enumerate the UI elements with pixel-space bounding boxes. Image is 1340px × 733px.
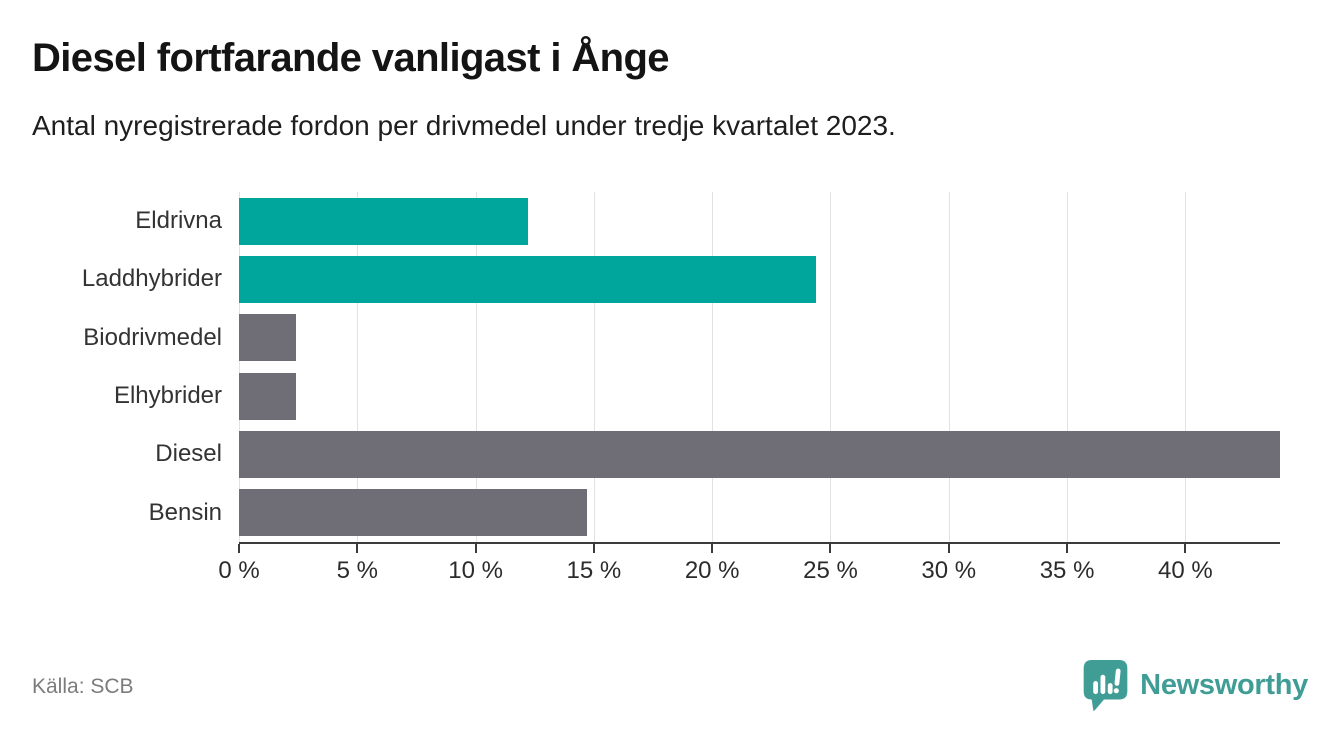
gridline <box>1067 192 1069 542</box>
axis-tick <box>474 544 477 553</box>
category-label-elhybrider: Elhybrider <box>113 382 222 410</box>
gridline <box>1185 192 1187 542</box>
bar-biodrivmedel <box>239 314 296 362</box>
axis-tick <box>356 544 359 553</box>
gridline <box>357 192 359 542</box>
bar-row-laddhybrider <box>239 250 1280 308</box>
bar-bensin <box>239 489 587 537</box>
gridline <box>593 192 595 542</box>
axis-tick-label: 20 % <box>684 557 740 584</box>
axis-tick <box>1184 544 1187 553</box>
plot-area <box>239 192 1280 544</box>
bar-laddhybrider <box>239 255 817 303</box>
axis-tick <box>829 544 832 553</box>
axis-tick-label: 0 % <box>218 557 260 584</box>
category-label-biodrivmedel: Biodrivmedel <box>83 323 222 351</box>
axis-tick-label: 5 % <box>336 557 378 584</box>
gridline <box>475 192 477 542</box>
axis-tick-label: 10 % <box>448 557 503 584</box>
chart-title: Diesel fortfarande vanligast i Ånge <box>32 36 670 80</box>
gridline <box>830 192 832 542</box>
axis-tick-label: 40 % <box>1158 557 1213 584</box>
axis-tick <box>947 544 950 553</box>
gridline <box>712 192 714 542</box>
axis-tick <box>592 544 595 553</box>
chart-subtitle: Antal nyregistrerade fordon per drivmede… <box>32 110 896 141</box>
bar-chart: Eldrivna Laddhybrider Biodrivmedel Elhybrid… <box>32 192 1280 594</box>
category-labels: Eldrivna Laddhybrider Biodrivmedel Elhybrid… <box>32 192 239 544</box>
bar-elhybrider <box>239 372 296 420</box>
bar-row-biodrivmedel <box>239 309 1280 367</box>
bar-eldrivna <box>239 197 528 245</box>
bar-diesel <box>239 430 1280 478</box>
bar-row-eldrivna <box>239 192 1280 250</box>
category-label-eldrivna: Eldrivna <box>135 207 222 235</box>
newsworthy-logo-text: Newsworthy <box>1140 668 1308 701</box>
axis-tick-label: 15 % <box>566 557 622 584</box>
category-label-diesel: Diesel <box>155 440 222 468</box>
axis-tick-label: 30 % <box>921 557 977 584</box>
bar-row-bensin <box>239 484 1280 542</box>
axis-tick-label: 25 % <box>803 557 858 584</box>
bar-row-diesel <box>239 425 1280 483</box>
axis-tick-label: 35 % <box>1039 557 1095 584</box>
category-label-bensin: Bensin <box>148 498 222 526</box>
axis-tick <box>711 544 714 553</box>
newsworthy-logo[interactable]: Newsworthy <box>1082 656 1308 714</box>
axis-tick <box>238 544 240 553</box>
gridline <box>239 192 240 542</box>
source-label: Källa: SCB <box>32 675 134 698</box>
category-label-laddhybrider: Laddhybrider <box>81 265 222 293</box>
axis-tick <box>1066 544 1069 553</box>
bar-row-elhybrider <box>239 367 1280 425</box>
newsworthy-logo-icon <box>1083 659 1128 711</box>
gridline <box>948 192 950 542</box>
x-axis: 0 % 5 % 10 % 15 % 20 % 25 % 30 % 35 % 40 % <box>218 544 1280 594</box>
